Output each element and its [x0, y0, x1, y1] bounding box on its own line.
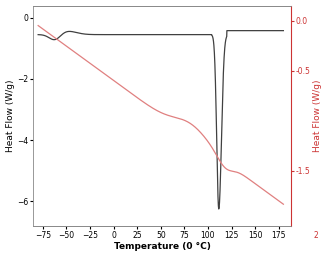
Text: 2: 2 — [314, 231, 318, 240]
Y-axis label: Heat Flow (W/g): Heat Flow (W/g) — [6, 79, 14, 152]
X-axis label: Temperature (0 °C): Temperature (0 °C) — [114, 242, 211, 251]
Y-axis label: Heat Flow (W/g): Heat Flow (W/g) — [314, 79, 322, 152]
